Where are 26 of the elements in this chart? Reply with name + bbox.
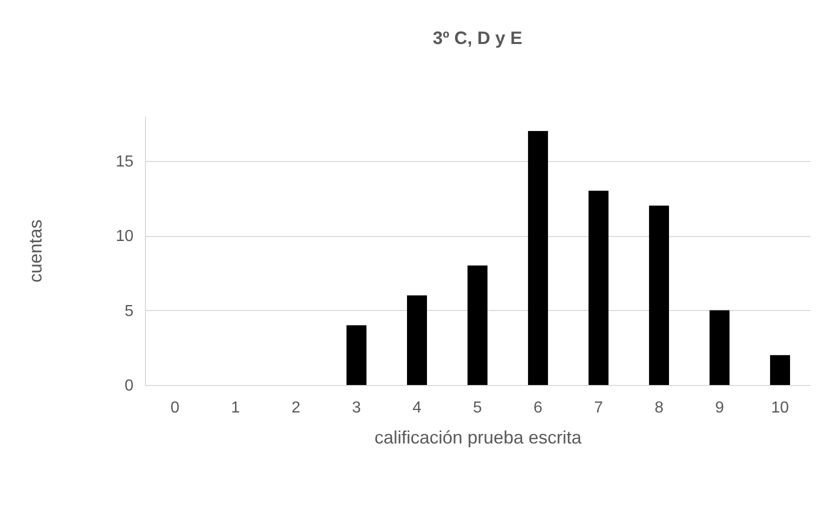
- bar: [346, 325, 366, 385]
- y-axis-title: cuentas: [26, 219, 46, 283]
- y-tick-label: 10: [116, 228, 134, 246]
- x-axis-title: calificación prueba escrita: [374, 428, 583, 448]
- bar: [710, 310, 730, 385]
- x-tick-label: 4: [412, 400, 422, 416]
- bar: [770, 355, 790, 385]
- x-tick-label: 9: [715, 400, 724, 416]
- x-tick-label: 6: [534, 400, 543, 416]
- x-tick-label: 8: [654, 400, 664, 416]
- bar: [588, 190, 609, 385]
- bar: [649, 206, 670, 385]
- x-tick-label: 5: [473, 400, 482, 416]
- chart-title: 3º C, D y E: [432, 28, 522, 48]
- x-tick-label: 2: [292, 400, 301, 416]
- bar: [407, 295, 427, 385]
- y-tick-label: 5: [124, 302, 134, 320]
- y-tick-label: 0: [124, 378, 134, 394]
- x-tick-label: 10: [771, 400, 790, 416]
- x-tick-label: 1: [231, 400, 240, 416]
- bar: [468, 265, 488, 385]
- x-tick-label: 7: [594, 400, 604, 416]
- bar: [528, 130, 548, 385]
- y-tick-label: 15: [116, 153, 134, 170]
- x-tick-label: 0: [170, 400, 180, 416]
- x-tick-label: 3: [352, 400, 362, 416]
